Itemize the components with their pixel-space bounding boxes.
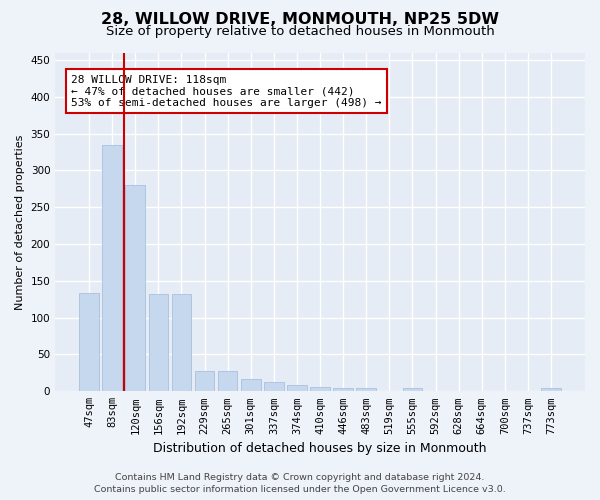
Bar xyxy=(195,372,214,392)
Bar xyxy=(310,387,330,392)
Bar xyxy=(356,388,376,392)
Bar xyxy=(125,185,145,392)
Bar xyxy=(218,372,238,392)
Text: Size of property relative to detached houses in Monmouth: Size of property relative to detached ho… xyxy=(106,25,494,38)
Y-axis label: Number of detached properties: Number of detached properties xyxy=(15,134,25,310)
Bar xyxy=(403,388,422,392)
Bar xyxy=(241,379,260,392)
Bar xyxy=(79,292,99,392)
Bar xyxy=(334,388,353,392)
Text: Contains HM Land Registry data © Crown copyright and database right 2024.
Contai: Contains HM Land Registry data © Crown c… xyxy=(94,472,506,494)
Bar xyxy=(287,386,307,392)
X-axis label: Distribution of detached houses by size in Monmouth: Distribution of detached houses by size … xyxy=(154,442,487,455)
Bar xyxy=(541,388,561,392)
Text: 28 WILLOW DRIVE: 118sqm
← 47% of detached houses are smaller (442)
53% of semi-d: 28 WILLOW DRIVE: 118sqm ← 47% of detache… xyxy=(71,74,382,108)
Bar xyxy=(172,294,191,392)
Bar xyxy=(149,294,168,392)
Text: 28, WILLOW DRIVE, MONMOUTH, NP25 5DW: 28, WILLOW DRIVE, MONMOUTH, NP25 5DW xyxy=(101,12,499,28)
Bar xyxy=(103,144,122,392)
Bar xyxy=(264,382,284,392)
